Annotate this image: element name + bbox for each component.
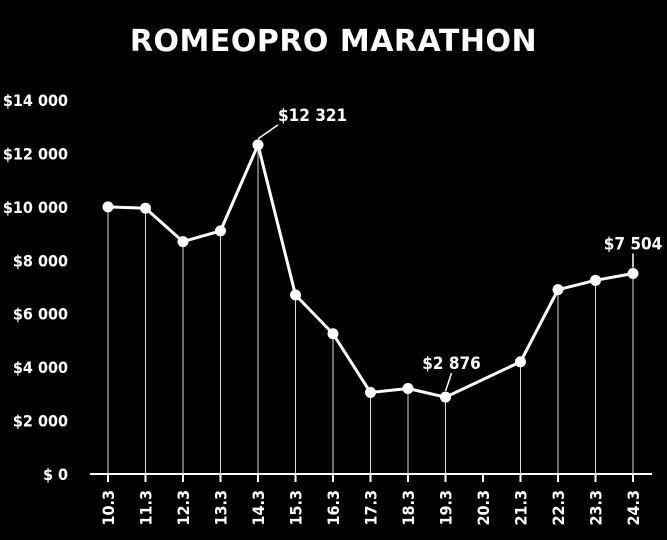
x-tick-label: 14.3 <box>249 490 268 526</box>
x-tick-label: 24.3 <box>624 490 643 526</box>
x-axis <box>90 473 652 482</box>
y-tick-label: $2 000 <box>13 412 68 431</box>
data-point <box>215 225 226 237</box>
y-tick-label: $10 000 <box>3 198 68 217</box>
x-tick-label: 19.3 <box>437 490 456 526</box>
data-point <box>327 328 339 340</box>
y-tick-label: $8 000 <box>13 251 68 270</box>
data-point <box>290 289 301 301</box>
data-points <box>102 139 639 403</box>
y-tick-label: $ 0 <box>43 465 68 484</box>
y-tick-label: $14 000 <box>3 91 68 110</box>
annotation-label: $2 876 <box>422 354 481 374</box>
y-tick-label: $6 000 <box>13 305 68 324</box>
annotations: $12 321 $2 876 $7 504 <box>257 106 663 392</box>
data-point <box>177 236 189 248</box>
annotation-leader <box>444 372 453 392</box>
x-tick-label: 23.3 <box>587 490 606 526</box>
data-point <box>402 383 414 395</box>
data-point <box>552 284 564 296</box>
x-tick-label: 17.3 <box>362 490 381 526</box>
annotation-leader <box>257 124 279 140</box>
x-tick-label: 15.3 <box>287 490 306 526</box>
x-tick-label: 13.3 <box>212 490 231 526</box>
x-tick-label: 16.3 <box>324 490 343 526</box>
y-axis-tick-labels: $ 0 $2 000 $4 000 $6 000 $8 000 $10 000 $12 00… <box>3 91 68 484</box>
data-point <box>515 356 526 368</box>
data-point <box>627 268 639 280</box>
data-point <box>590 274 601 286</box>
chart-title: ROMEOPRO MARATHON <box>129 24 538 59</box>
x-tick-label: 12.3 <box>174 490 193 526</box>
y-tick-label: $12 000 <box>3 144 68 163</box>
x-tick-label: 11.3 <box>137 490 156 526</box>
data-point <box>252 139 264 151</box>
x-tick-label: 20.3 <box>474 490 493 526</box>
x-tick-label: 22.3 <box>549 490 568 526</box>
data-point <box>365 387 376 399</box>
annotation-label: $12 321 <box>278 106 347 126</box>
x-axis-tick-labels: 10.3 11.3 12.3 13.3 14.3 15.3 16.3 17.3 18.3 19.3… <box>99 490 643 526</box>
data-point <box>140 202 151 214</box>
data-point <box>102 201 114 213</box>
x-tick-label: 21.3 <box>512 490 531 526</box>
x-tick-label: 18.3 <box>399 490 418 526</box>
series-polyline <box>107 143 634 399</box>
series-line <box>107 143 634 399</box>
x-tick-label: 10.3 <box>99 490 118 526</box>
annotation-label: $7 504 <box>604 235 663 255</box>
y-tick-label: $4 000 <box>13 358 68 377</box>
data-point <box>440 391 451 403</box>
drop-lines <box>107 144 634 474</box>
